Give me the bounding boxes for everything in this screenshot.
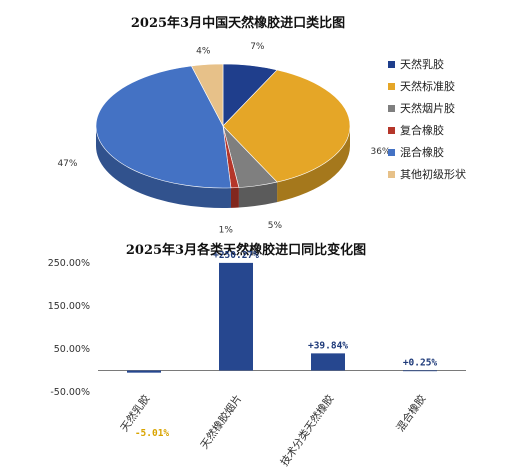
x-category-label-2: 技术分类天然橡胶 (278, 392, 337, 469)
pie-label-2: 5% (268, 221, 283, 231)
bar-0 (127, 370, 161, 373)
x-category-label-1: 天然橡胶烟片 (198, 392, 245, 451)
pie-labels: 7% 36% 5% 1% 47% 4% (57, 42, 390, 236)
legend-swatch-2 (388, 105, 395, 112)
legend-label-3: 复合橡胶 (400, 123, 444, 137)
pie-side-walls (96, 126, 350, 208)
pie-slice-5 (190, 63, 224, 127)
legend-swatch-3 (388, 127, 395, 134)
pie-slice-side-2 (238, 182, 278, 208)
y-tick-2: 50.00% (54, 344, 90, 355)
legend-swatch-4 (388, 149, 395, 156)
pie-slice-1 (222, 69, 351, 183)
y-tick-0: 250.00% (48, 258, 90, 269)
legend-label-1: 天然标准胶 (400, 79, 455, 93)
pie-label-1: 36% (370, 147, 390, 157)
y-tick-1: 150.00% (48, 301, 90, 312)
pie-chart (95, 63, 351, 208)
bar-value-label-1: +250.27% (213, 250, 259, 261)
bar-value-label-2: +39.84% (308, 340, 348, 351)
pie-slice-side-3 (230, 187, 239, 208)
legend-label-0: 天然乳胶 (400, 57, 444, 71)
pie-label-3: 1% (219, 226, 234, 236)
legend-label-4: 混合橡胶 (400, 145, 444, 159)
legend-label-5: 其他初级形状 (400, 167, 466, 181)
bar-2 (311, 353, 345, 371)
bar-value-label-3: +0.25% (403, 357, 438, 368)
pie-title: 2025年3月中国天然橡胶进口类比图 (131, 15, 345, 31)
pie-slice-side-1 (277, 126, 350, 203)
legend-swatch-5 (388, 171, 395, 178)
pie-label-5: 4% (196, 47, 211, 57)
bar-chart: 250.00%150.00%50.00%-50.00%-5.01%天然乳胶+25… (48, 250, 466, 469)
pie-slice-4 (95, 65, 232, 189)
y-tick-3: -50.00% (50, 387, 90, 398)
bar-3 (403, 370, 437, 372)
legend-label-2: 天然烟片胶 (400, 101, 455, 115)
bar-1 (219, 262, 253, 371)
pie-label-4: 47% (57, 159, 77, 169)
legend-swatch-0 (388, 61, 395, 68)
bar-value-label-0: -5.01% (135, 428, 170, 439)
legend-swatch-1 (388, 83, 395, 90)
pie-label-0: 7% (250, 42, 265, 52)
pie-slice-side-4 (96, 126, 231, 208)
x-category-label-3: 混合橡胶 (394, 392, 429, 434)
bar-title: 2025年3月各类天然橡胶进口同比变化图 (126, 242, 366, 258)
